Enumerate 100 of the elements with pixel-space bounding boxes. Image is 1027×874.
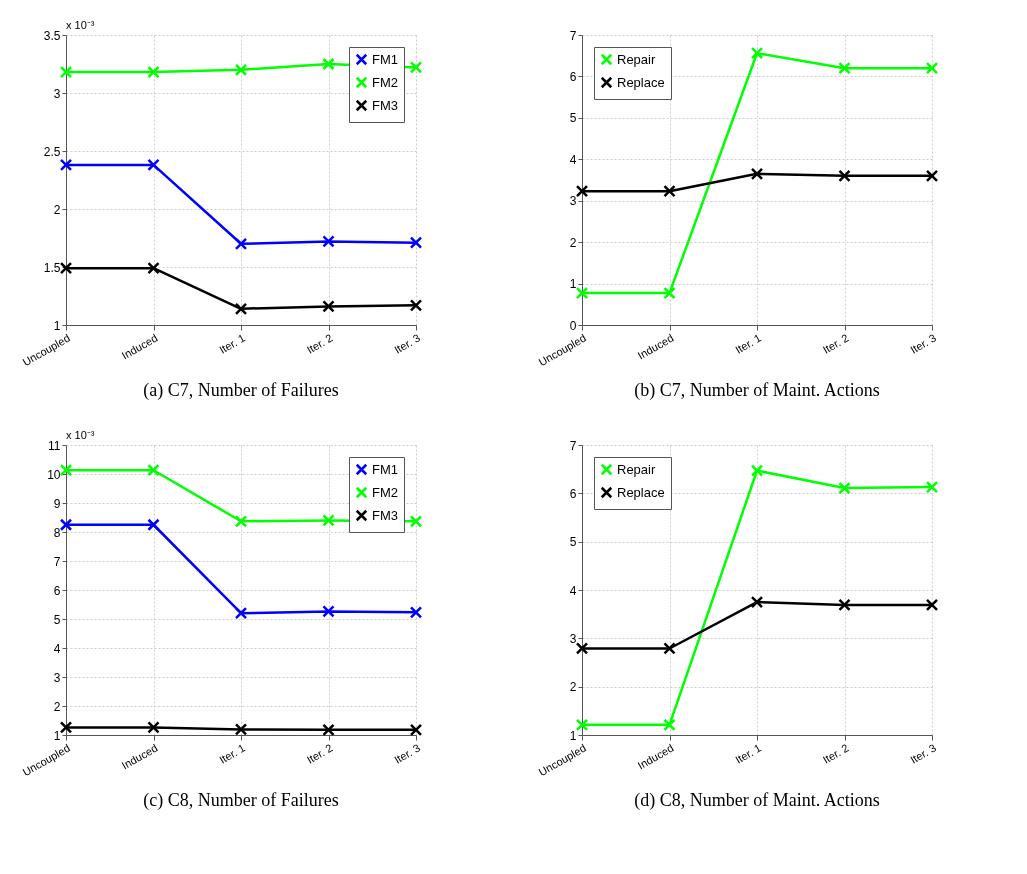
- y-tick-label: 4: [569, 152, 577, 167]
- y-tick-label: 10: [47, 467, 61, 482]
- y-tick-label: 2: [569, 680, 577, 695]
- text: (d) C8, Number of Maint. Actions: [634, 789, 880, 811]
- point: [925, 61, 939, 75]
- point: [147, 721, 160, 734]
- point: [234, 515, 248, 528]
- point: [663, 718, 676, 732]
- legend-label: Replace: [617, 74, 665, 90]
- point: [663, 184, 676, 198]
- x-tick-label: Iter. 3: [908, 741, 938, 766]
- text: x 10⁻³: [66, 19, 95, 31]
- point: [147, 518, 160, 531]
- y-tick-label: 11: [48, 438, 61, 453]
- point: [838, 61, 851, 75]
- point: [59, 721, 73, 734]
- y-tick-label: 6: [569, 486, 577, 501]
- x-tick-label: Iter. 2: [304, 331, 335, 356]
- point: [409, 299, 423, 312]
- point: [663, 286, 676, 300]
- point: [59, 463, 73, 477]
- point: [663, 642, 676, 655]
- point: [234, 63, 248, 77]
- point: [925, 598, 939, 612]
- point: [322, 514, 335, 527]
- y-tick-label: 3: [569, 631, 577, 646]
- point: [925, 169, 939, 183]
- y-tick-label: 3: [569, 194, 577, 209]
- y-tick-label: 6: [569, 69, 577, 84]
- point: [234, 723, 248, 736]
- x-tick-label: Iter. 2: [304, 741, 335, 766]
- y-tick-label: 2.5: [43, 144, 61, 159]
- text: (a) C7, Number of Failures: [143, 379, 339, 401]
- point: [59, 65, 73, 79]
- y-tick-label: 1: [53, 318, 61, 333]
- point: [147, 158, 160, 172]
- x-tick-label: Iter. 1: [217, 741, 247, 766]
- legend-label: FM2: [372, 74, 398, 90]
- legend-label: FM1: [372, 461, 398, 477]
- y-tick-label: 3.5: [43, 28, 61, 43]
- y-tick-label: 5: [569, 111, 577, 126]
- y-tick-label: 2: [53, 699, 61, 714]
- point: [838, 481, 851, 495]
- point: [575, 718, 589, 732]
- point: [409, 606, 423, 619]
- point: [575, 642, 589, 655]
- legend-label: FM3: [372, 97, 398, 113]
- y-tick-label: 4: [53, 641, 61, 656]
- x-tick-label: Iter. 3: [392, 331, 422, 356]
- y-tick-label: 1: [569, 728, 577, 743]
- text: (c) C8, Number of Failures: [143, 789, 339, 811]
- point: [322, 300, 335, 313]
- point: [750, 46, 764, 60]
- point: [322, 235, 335, 248]
- point: [750, 167, 764, 181]
- y-tick-label: 5: [53, 612, 61, 627]
- y-tick-label: 4: [569, 583, 577, 598]
- point: [147, 261, 160, 275]
- point: [409, 723, 423, 737]
- legend-label: Repair: [617, 461, 656, 477]
- point: [925, 480, 939, 494]
- y-tick-label: 5: [569, 535, 577, 550]
- legend-label: FM3: [372, 507, 398, 523]
- y-tick-label: 7: [569, 438, 577, 453]
- y-tick-label: 7: [53, 554, 61, 569]
- legend-label: Repair: [617, 51, 656, 67]
- point: [750, 595, 764, 609]
- y-tick-label: 6: [53, 583, 61, 598]
- y-tick-label: 0: [569, 318, 577, 333]
- x-tick-label: Iter. 3: [908, 331, 938, 356]
- text: x 10⁻³: [66, 429, 95, 441]
- x-tick-label: Iter. 1: [217, 331, 247, 356]
- y-tick-label: 1: [53, 728, 61, 743]
- point: [409, 236, 423, 249]
- point: [147, 65, 160, 79]
- y-tick-label: 1.5: [43, 260, 61, 275]
- point: [838, 598, 851, 612]
- point: [234, 606, 248, 620]
- point: [409, 61, 423, 74]
- y-tick-label: 2: [53, 202, 61, 217]
- legend-label: FM1: [372, 51, 398, 67]
- point: [575, 286, 589, 300]
- legend-label: Replace: [617, 484, 665, 500]
- point: [409, 515, 423, 528]
- point: [234, 237, 248, 251]
- point: [838, 169, 851, 183]
- y-tick-label: 7: [569, 28, 577, 43]
- x-tick-label: Iter. 1: [733, 741, 763, 766]
- x-tick-label: Iter. 3: [392, 741, 422, 766]
- y-tick-label: 3: [53, 86, 61, 101]
- y-tick-label: 3: [53, 670, 61, 685]
- x-tick-label: Iter. 2: [820, 741, 851, 766]
- legend-label: FM2: [372, 484, 398, 500]
- text: (b) C7, Number of Maint. Actions: [634, 379, 880, 401]
- x-tick-label: Iter. 2: [820, 331, 851, 356]
- point: [322, 605, 335, 618]
- point: [147, 463, 160, 477]
- point: [59, 518, 73, 531]
- point: [234, 302, 248, 316]
- point: [322, 57, 335, 71]
